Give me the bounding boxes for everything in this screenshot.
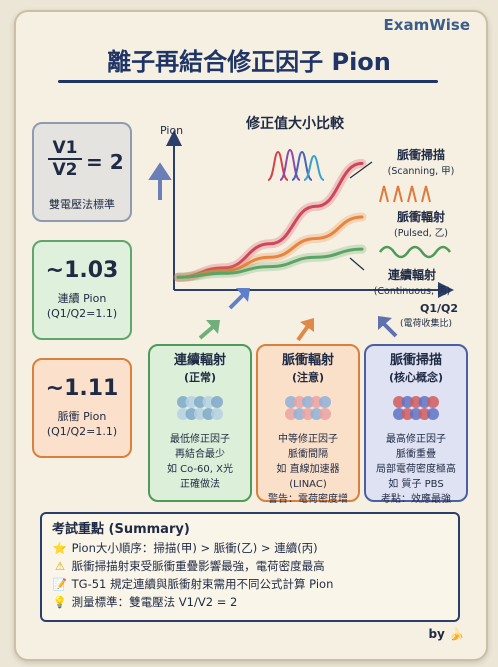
byline-text: by bbox=[428, 627, 445, 641]
pulsed-label-title: 脈衝輻射 bbox=[396, 210, 445, 224]
summary-text: TG-51 規定連續與脈衝射束需用不同公式計算 Pion bbox=[71, 577, 334, 591]
summary-text: 脈衝掃描射束受脈衝重疊影響最強，電荷密度最高 bbox=[71, 559, 325, 573]
scanning-label-title: 脈衝掃描 bbox=[396, 148, 445, 162]
column-line: 最高修正因子 bbox=[386, 434, 446, 445]
banana-icon: 🍌 bbox=[449, 627, 464, 641]
summary-text: 測量標準：雙電壓法 V1/V2 = 2 bbox=[71, 595, 238, 609]
pulsed-pion-value: ~1.11 bbox=[45, 376, 119, 401]
charge-cloud-icon bbox=[177, 396, 223, 420]
column-line: 脈衝間隔 bbox=[288, 449, 328, 460]
column-1: 脈衝輻射 (注意) 中等修正因子 脈衝間隔如 直線加速器 (LINAC) 警告：電荷密度增 bbox=[256, 344, 360, 505]
pulsed-pion-box: ~1.11 脈衝 Pion (Q1/Q2=1.1) bbox=[32, 358, 132, 458]
pulsed-pion-sub: (Q1/Q2=1.1) bbox=[46, 425, 118, 438]
title-underline bbox=[58, 80, 438, 83]
column-subtitle: (核心概念) bbox=[388, 371, 444, 384]
ratio-equals: = 2 bbox=[86, 150, 124, 174]
charge-cloud-icon bbox=[393, 396, 439, 420]
column-subtitle: (正常) bbox=[183, 371, 217, 384]
continuous-label-title: 連續輻射 bbox=[387, 268, 436, 282]
warning-icon: ⚠ bbox=[54, 559, 66, 573]
page-title: 離子再結合修正因子 Pion bbox=[107, 48, 391, 76]
column-line: 脈衝重疊 bbox=[396, 449, 436, 460]
ratio-v1: V1 bbox=[48, 138, 82, 160]
column-line: 考點：效應最強 bbox=[381, 494, 451, 505]
star-icon: ⭐ bbox=[52, 541, 68, 555]
column-line: 正確做法 bbox=[180, 479, 220, 490]
summary-item: 📝 TG-51 規定連續與脈衝射束需用不同公式計算 Pion bbox=[52, 575, 448, 593]
column-line: 再結合最少 bbox=[175, 449, 225, 460]
summary-box: 考試重點 (Summary) ⭐ Pion大小順序：掃描(甲) > 脈衝(乙) … bbox=[40, 512, 460, 622]
column-title: 脈衝輻射 bbox=[281, 353, 334, 368]
column-subtitle: (注意) bbox=[291, 371, 325, 384]
continuous-pion-label: 連續 Pion bbox=[57, 292, 107, 305]
scanning-label-sub: (Scanning, 甲) bbox=[387, 166, 455, 177]
continuous-pion-box: ~1.03 連續 Pion (Q1/Q2=1.1) bbox=[32, 240, 132, 340]
pulsed-label-sub: (Pulsed, 乙) bbox=[394, 228, 448, 239]
column-2: 脈衝掃描 (核心概念) 最高修正因子 脈衝重疊局部電荷密度極高如 質子 PBS 考點：效… bbox=[364, 344, 468, 505]
charge-cloud-icon bbox=[285, 396, 331, 420]
continuous-label: 連續輻射 (Continuous, 丙) bbox=[362, 266, 462, 297]
summary-item: 💡 測量標準：雙電壓法 V1/V2 = 2 bbox=[52, 593, 448, 611]
column-line: (LINAC) bbox=[289, 479, 327, 490]
column-0: 連續輻射 (正常) 最低修正因子 再結合最少如 Co-60, X光 正確做法 bbox=[148, 344, 252, 502]
continuous-pion-value: ~1.03 bbox=[45, 258, 119, 283]
memo-icon: 📝 bbox=[52, 577, 68, 591]
pulsed-pion-label: 脈衝 Pion bbox=[57, 410, 107, 423]
column-line: 局部電荷密度極高 bbox=[376, 464, 456, 475]
ratio-v2: V2 bbox=[52, 160, 78, 180]
ratio-caption: 雙電壓法標準 bbox=[49, 198, 115, 211]
pulsed-label: 脈衝輻射 (Pulsed, 乙) bbox=[376, 208, 466, 239]
column-title: 脈衝掃描 bbox=[389, 353, 442, 368]
column-line: 如 質子 PBS bbox=[388, 479, 444, 490]
brand-logo: ExamWise bbox=[383, 16, 470, 34]
column-line: 最低修正因子 bbox=[170, 434, 230, 445]
continuous-label-sub: (Continuous, 丙) bbox=[373, 286, 451, 297]
column-line: 中等修正因子 bbox=[278, 434, 338, 445]
byline: by 🍌 bbox=[428, 627, 464, 641]
column-line: 如 直線加速器 bbox=[276, 464, 340, 475]
column-title: 連續輻射 bbox=[173, 353, 226, 368]
voltage-ratio-box: V1 V2 = 2 雙電壓法標準 bbox=[32, 122, 132, 222]
summary-item: ⭐ Pion大小順序：掃描(甲) > 脈衝(乙) > 連續(丙) bbox=[52, 539, 448, 557]
summary-text: Pion大小順序：掃描(甲) > 脈衝(乙) > 連續(丙) bbox=[71, 541, 318, 555]
scanning-label: 脈衝掃描 (Scanning, 甲) bbox=[376, 146, 466, 177]
continuous-pion-sub: (Q1/Q2=1.1) bbox=[46, 307, 118, 320]
column-line: 警告：電荷密度增 bbox=[268, 494, 348, 505]
summary-item: ⚠ 脈衝掃描射束受脈衝重疊影響最強，電荷密度最高 bbox=[52, 557, 448, 575]
lightbulb-icon: 💡 bbox=[52, 595, 68, 609]
summary-heading: 考試重點 (Summary) bbox=[52, 522, 190, 537]
column-line: 如 Co-60, X光 bbox=[166, 464, 233, 475]
